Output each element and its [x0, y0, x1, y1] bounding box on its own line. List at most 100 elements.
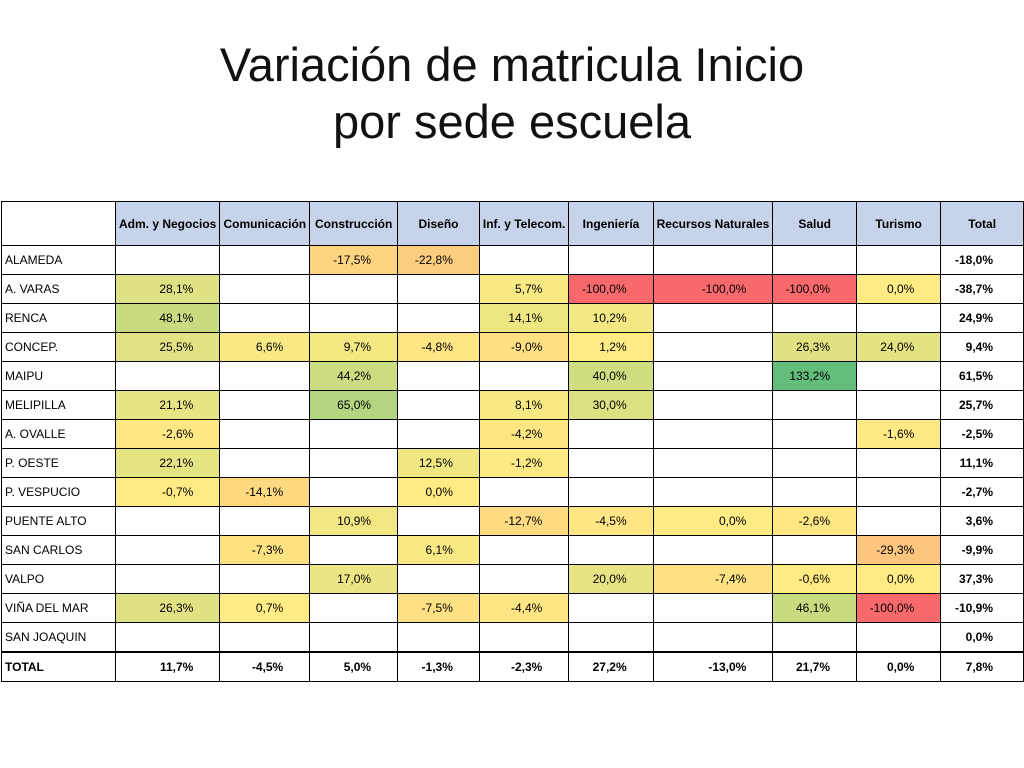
- cell-alameda-salud: [772, 245, 858, 275]
- row-label-concep: CONCEP.: [1, 332, 116, 362]
- slide-title-line-1: Variación de matricula Inicio: [219, 38, 805, 91]
- cell-valpo-adm-y-negocios: [114, 564, 221, 594]
- cell-maipu-diseno: [397, 361, 480, 391]
- cell-maipu-turismo: [856, 361, 942, 391]
- total-row: TOTAL 11,7% -4,5% 5,0% -1,3% -2,3% 27,2% -13,0%…: [1, 651, 1024, 682]
- header-corner-cell: [1, 201, 116, 246]
- cell-concep-recursos-naturales: [652, 332, 774, 362]
- cell-a-varas-ingenieria: -100,0%: [568, 274, 654, 304]
- cell-renca-ingenieria: 10,2%: [568, 303, 654, 333]
- table-row: ALAMEDA -17,5% -22,8% -18,0%: [1, 245, 1024, 275]
- cell-total-construccion: 5,0%: [309, 651, 399, 682]
- cell-valpo-total: 37,3%: [940, 564, 1024, 594]
- cell-p-vespucio-diseno: 0,0%: [397, 477, 480, 507]
- cell-renca-recursos-naturales: [652, 303, 774, 333]
- cell-melipilla-diseno: [397, 390, 480, 420]
- cell-renca-salud: [772, 303, 858, 333]
- cell-a-varas-diseno: [397, 274, 480, 304]
- table-row: P. OESTE 22,1% 12,5% -1,2% 11,1%: [1, 448, 1024, 478]
- table-body: ALAMEDA -17,5% -22,8% -18,0% A. VARAS 28,1% 5,…: [1, 245, 1024, 682]
- cell-melipilla-recursos-naturales: [652, 390, 774, 420]
- cell-p-vespucio-total: -2,7%: [940, 477, 1024, 507]
- cell-p-vespucio-comunicacion: -14,1%: [219, 477, 311, 507]
- column-header-diseno: Diseño: [397, 201, 480, 246]
- cell-maipu-recursos-naturales: [652, 361, 774, 391]
- cell-alameda-construccion: -17,5%: [309, 245, 399, 275]
- cell-vina-del-mar-total: -10,9%: [940, 593, 1024, 623]
- cell-san-carlos-inf-y-telecom: [478, 535, 570, 565]
- row-label-valpo: VALPO: [1, 564, 116, 594]
- cell-san-joaquin-total: 0,0%: [940, 622, 1024, 653]
- row-label-a-ovalle: A. OVALLE: [1, 419, 116, 449]
- cell-san-joaquin-ingenieria: [568, 622, 654, 653]
- cell-a-ovalle-adm-y-negocios: -2,6%: [114, 419, 221, 449]
- column-header-total: Total: [940, 201, 1024, 246]
- cell-concep-turismo: 24,0%: [856, 332, 942, 362]
- slide-title-line-2: por sede escuela: [333, 95, 691, 148]
- cell-san-carlos-salud: [772, 535, 858, 565]
- cell-a-ovalle-total: -2,5%: [940, 419, 1024, 449]
- cell-puente-alto-turismo: [856, 506, 942, 536]
- table-row: CONCEP. 25,5% 6,6% 9,7% -4,8% -9,0% 1,2% 26,3% 2…: [1, 332, 1024, 362]
- cell-p-vespucio-inf-y-telecom: [478, 477, 570, 507]
- table-header: Adm. y Negocios Comunicación Construcción D…: [1, 201, 1024, 246]
- cell-valpo-comunicacion: [219, 564, 311, 594]
- cell-renca-diseno: [397, 303, 480, 333]
- cell-vina-del-mar-adm-y-negocios: 26,3%: [114, 593, 221, 623]
- cell-a-varas-salud: -100,0%: [772, 274, 858, 304]
- cell-p-oeste-total: 11,1%: [940, 448, 1024, 478]
- cell-a-varas-construccion: [309, 274, 399, 304]
- cell-p-oeste-salud: [772, 448, 858, 478]
- cell-san-joaquin-recursos-naturales: [652, 622, 774, 653]
- cell-alameda-diseno: -22,8%: [397, 245, 480, 275]
- cell-san-carlos-recursos-naturales: [652, 535, 774, 565]
- cell-san-carlos-total: -9,9%: [940, 535, 1024, 565]
- cell-puente-alto-adm-y-negocios: [114, 506, 221, 536]
- cell-san-joaquin-comunicacion: [219, 622, 311, 653]
- cell-concep-construccion: 9,7%: [309, 332, 399, 362]
- cell-a-varas-inf-y-telecom: 5,7%: [478, 274, 570, 304]
- cell-p-oeste-turismo: [856, 448, 942, 478]
- cell-total-comunicacion: -4,5%: [219, 651, 311, 682]
- cell-renca-total: 24,9%: [940, 303, 1024, 333]
- cell-p-oeste-adm-y-negocios: 22,1%: [114, 448, 221, 478]
- cell-p-oeste-comunicacion: [219, 448, 311, 478]
- cell-concep-ingenieria: 1,2%: [568, 332, 654, 362]
- table-row: RENCA 48,1% 14,1% 10,2% 24,9%: [1, 303, 1024, 333]
- cell-san-carlos-diseno: 6,1%: [397, 535, 480, 565]
- cell-san-carlos-construccion: [309, 535, 399, 565]
- header-row: Adm. y Negocios Comunicación Construcción D…: [1, 201, 1024, 246]
- row-label-a-varas: A. VARAS: [1, 274, 116, 304]
- column-header-adm-y-negocios: Adm. y Negocios: [114, 201, 221, 246]
- cell-alameda-adm-y-negocios: [114, 245, 221, 275]
- cell-renca-comunicacion: [219, 303, 311, 333]
- cell-p-oeste-inf-y-telecom: -1,2%: [478, 448, 570, 478]
- cell-puente-alto-recursos-naturales: 0,0%: [652, 506, 774, 536]
- cell-maipu-comunicacion: [219, 361, 311, 391]
- cell-a-varas-turismo: 0,0%: [856, 274, 942, 304]
- cell-total-inf-y-telecom: -2,3%: [478, 651, 570, 682]
- table-row: MAIPU 44,2% 40,0% 133,2% 61,5%: [1, 361, 1024, 391]
- table-row: A. VARAS 28,1% 5,7% -100,0% -100,0% -100,0% 0,…: [1, 274, 1024, 304]
- enrollment-variation-table: Adm. y Negocios Comunicación Construcción D…: [1, 201, 1024, 682]
- cell-a-ovalle-diseno: [397, 419, 480, 449]
- cell-melipilla-comunicacion: [219, 390, 311, 420]
- cell-melipilla-salud: [772, 390, 858, 420]
- cell-total-ingenieria: 27,2%: [568, 651, 654, 682]
- row-label-vina-del-mar: VIÑA DEL MAR: [1, 593, 116, 623]
- cell-melipilla-adm-y-negocios: 21,1%: [114, 390, 221, 420]
- cell-alameda-ingenieria: [568, 245, 654, 275]
- cell-puente-alto-salud: -2,6%: [772, 506, 858, 536]
- cell-p-vespucio-adm-y-negocios: -0,7%: [114, 477, 221, 507]
- cell-vina-del-mar-diseno: -7,5%: [397, 593, 480, 623]
- table-row: SAN CARLOS -7,3% 6,1% -29,3% -9,9%: [1, 535, 1024, 565]
- cell-p-oeste-construccion: [309, 448, 399, 478]
- row-label-san-carlos: SAN CARLOS: [1, 535, 116, 565]
- cell-maipu-total: 61,5%: [940, 361, 1024, 391]
- table-row: P. VESPUCIO -0,7% -14,1% 0,0% -2,7%: [1, 477, 1024, 507]
- cell-renca-turismo: [856, 303, 942, 333]
- cell-concep-diseno: -4,8%: [397, 332, 480, 362]
- cell-renca-construccion: [309, 303, 399, 333]
- cell-p-oeste-diseno: 12,5%: [397, 448, 480, 478]
- cell-a-ovalle-construccion: [309, 419, 399, 449]
